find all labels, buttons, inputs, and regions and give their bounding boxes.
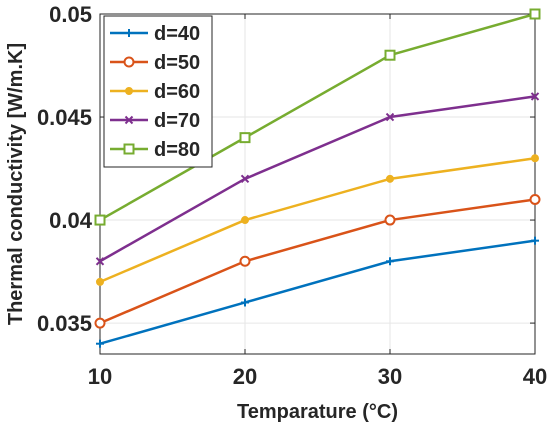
tick-labels: 10 20 30 40 0.035 0.04 0.045 0.05 [37, 2, 547, 389]
legend-label: d=50 [154, 52, 200, 74]
legend: d=40 d=50 d=60 d=70 d=80 [103, 15, 213, 168]
x-tick-label: 40 [523, 364, 547, 389]
series-d50 [94, 193, 541, 329]
series-line-d40 [99, 239, 536, 345]
y-tick-label: 0.04 [49, 208, 93, 233]
legend-label: d=40 [154, 23, 200, 45]
data-point-d80 [239, 132, 251, 144]
y-tick-label: 0.045 [37, 105, 92, 130]
series-line-d50 [99, 198, 536, 325]
data-point-d40 [241, 298, 249, 307]
data-point-d70 [95, 257, 105, 266]
legend-marker [123, 143, 135, 155]
x-tick-label: 30 [378, 364, 402, 389]
legend-label: d=80 [154, 139, 200, 161]
data-point-d70 [385, 112, 395, 122]
legend-entry-d80: d=80 [110, 139, 200, 161]
y-axis-title: Thermal conductivity [W/m.K] [5, 43, 27, 325]
legend-marker [124, 115, 134, 125]
series-d70 [95, 92, 540, 266]
data-point-d60 [531, 154, 539, 163]
data-point-d70 [240, 174, 250, 184]
data-point-d80 [529, 8, 541, 20]
legend-entry-d40: d=40 [110, 23, 200, 45]
data-point-d40 [531, 236, 539, 245]
x-tick-label: 10 [88, 364, 112, 389]
y-tick-label: 0.05 [49, 2, 92, 27]
series-lines [94, 8, 541, 348]
data-point-d50 [384, 214, 396, 226]
legend-marker [123, 56, 135, 68]
y-tick-label: 0.035 [37, 311, 92, 336]
series-d40 [96, 236, 539, 348]
data-point-d40 [386, 257, 394, 266]
data-point-d80 [94, 214, 106, 226]
legend-marker [125, 87, 133, 95]
series-d60 [96, 154, 539, 286]
axes-box [99, 13, 536, 355]
series-line-d80 [99, 12, 536, 222]
data-point-d50 [529, 193, 541, 205]
series-line-d60 [99, 157, 536, 284]
legend-entry-d70: d=70 [110, 110, 200, 132]
series-line-d70 [99, 95, 536, 263]
data-point-d60 [96, 277, 104, 286]
data-point-d80 [384, 49, 396, 61]
legend-label: d=70 [154, 110, 200, 132]
legend-label: d=60 [154, 81, 200, 103]
x-tick-label: 20 [233, 364, 257, 389]
data-point-d50 [239, 255, 251, 267]
series-d80 [94, 8, 541, 226]
data-point-d70 [530, 92, 540, 101]
legend-entry-d60: d=60 [110, 81, 200, 103]
data-point-d60 [386, 174, 394, 183]
data-point-d60 [241, 216, 249, 225]
x-axis-title: Temparature (°C) [237, 401, 398, 423]
legend-entry-d50: d=50 [110, 52, 200, 74]
data-point-d40 [96, 339, 104, 348]
legend-marker [125, 29, 133, 37]
data-point-d50 [94, 317, 106, 329]
